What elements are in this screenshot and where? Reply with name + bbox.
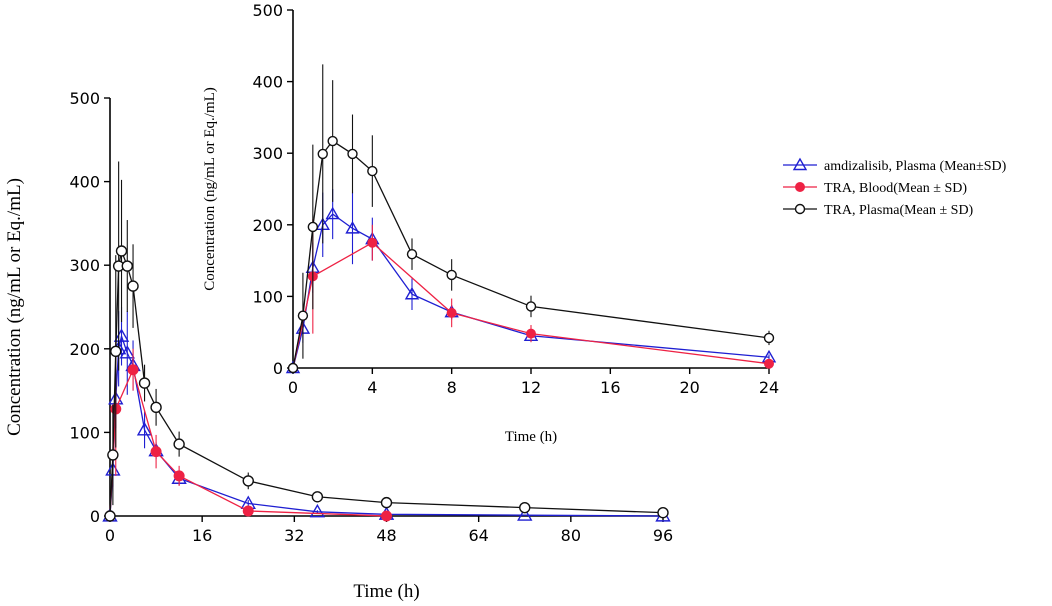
legend-label-2: TRA, Plasma(Mean ± SD) [824, 203, 974, 218]
inset-point-1-4 [526, 328, 536, 339]
main-point-0-7 [136, 421, 153, 436]
inset-y-tick-label-1: 100 [252, 287, 283, 306]
main-point-1-4 [173, 470, 185, 482]
main-x-tick-label-2: 32 [284, 526, 304, 545]
main-point-2-0 [104, 510, 116, 522]
inset-point-2-8 [446, 269, 457, 281]
main-point-2-11 [311, 491, 324, 503]
main-point-1-3 [150, 446, 162, 458]
inset-point-2-9 [525, 301, 537, 312]
legend-marker-1 [795, 182, 805, 192]
main-x-tick-label-1: 16 [192, 526, 212, 545]
main-point-0-13 [517, 507, 533, 521]
main-series-tra-plasma-mean-sd [104, 161, 669, 522]
main-x-axis-label: Time (h) [353, 581, 419, 602]
inset-series-amdizalisib-plasma-mean-sd [285, 189, 777, 374]
main-point-2-4 [115, 245, 128, 257]
inset-y-tick-label-5: 500 [252, 1, 283, 20]
main-series-tra-blood-mean-sd [104, 342, 392, 522]
inset-x-axis-label: Time (h) [505, 429, 557, 445]
inset-point-2-1 [297, 310, 309, 321]
main-x-tick-label-6: 96 [653, 526, 673, 545]
main-y-axis-label: Concentration (ng/mL or Eq./mL) [4, 178, 25, 436]
inset-point-1-3 [446, 307, 457, 318]
inset-point-2-0 [287, 362, 299, 374]
main-point-1-2 [127, 364, 139, 376]
inset-point-2-3 [317, 148, 328, 160]
inset-x-tick-label-1: 4 [367, 378, 377, 397]
inset-x-tick-label-5: 20 [679, 378, 699, 397]
legend-label-0: amdizalisib, Plasma (Mean±SD) [824, 159, 1007, 174]
main-x-tick-label-0: 0 [105, 526, 115, 545]
main-y-tick-label-3: 300 [69, 256, 100, 275]
inset-series-line-1 [292, 241, 770, 369]
main-point-2-5 [121, 260, 133, 272]
main-y-tick-label-1: 100 [69, 423, 100, 442]
inset-point-1-5 [764, 358, 774, 369]
inset-point-2-10 [763, 332, 775, 344]
main-point-1-5 [242, 505, 254, 517]
inset-x-tick-label-0: 0 [288, 378, 298, 397]
inset-point-2-2 [307, 221, 319, 233]
main-x-tick-label-5: 80 [561, 526, 581, 545]
main-point-2-14 [657, 506, 669, 519]
inset-point-2-4 [327, 135, 338, 147]
main-series-amdizalisib-plasma-mean-sd [102, 307, 671, 522]
main-y-tick-label-5: 500 [69, 89, 100, 108]
inset-point-2-5 [347, 148, 358, 160]
main-x-tick-label-4: 64 [468, 526, 488, 545]
inset-y-tick-label-3: 300 [252, 144, 283, 163]
inset-point-1-2 [367, 237, 378, 248]
main-point-1-6 [381, 510, 392, 522]
main-y-tick-label-4: 400 [69, 173, 100, 192]
inset-point-2-6 [367, 165, 378, 177]
main-y-tick-label-2: 200 [69, 340, 100, 359]
inset-y-axis-label: Concentration (ng/mL or Eq./mL) [202, 87, 218, 291]
inset-y-tick-label-0: 0 [273, 359, 283, 378]
inset-x-tick-label-4: 16 [600, 378, 620, 397]
inset-x-tick-label-2: 8 [447, 378, 457, 397]
legend-entry-amdizalisib-plasma-mean-sd: amdizalisib, Plasma (Mean±SD) [783, 157, 1007, 174]
legend-marker-0 [792, 157, 808, 171]
main-series-line-2 [109, 248, 664, 517]
main-point-2-13 [519, 501, 531, 514]
main-point-2-1 [107, 449, 119, 461]
main-point-2-8 [150, 401, 162, 414]
main-point-2-7 [138, 377, 151, 389]
inset-point-0-4 [325, 206, 340, 220]
inset-point-2-7 [406, 248, 418, 260]
legend-entry-tra-plasma-mean-sd: TRA, Plasma(Mean ± SD) [783, 203, 974, 218]
main-x-tick-label-3: 48 [376, 526, 396, 545]
main-point-2-6 [127, 280, 139, 292]
inset-series-line-0 [292, 213, 770, 369]
main-point-2-10 [242, 475, 254, 487]
inset-x-tick-label-6: 24 [759, 378, 779, 397]
main-y-tick-label-0: 0 [90, 507, 100, 526]
legend-entry-tra-blood-mean-sd: TRA, Blood(Mean ± SD) [783, 181, 967, 196]
inset-y-tick-label-2: 200 [252, 216, 283, 235]
inset-series-tra-plasma-mean-sd [287, 64, 775, 374]
main-point-2-2 [110, 345, 122, 358]
main-point-2-12 [380, 496, 393, 509]
legend-marker-2 [794, 203, 806, 215]
main-series-line-0 [109, 333, 664, 517]
legend-label-1: TRA, Blood(Mean ± SD) [824, 181, 967, 196]
inset-y-tick-label-4: 400 [252, 73, 283, 92]
main-point-0-11 [309, 503, 326, 518]
legend: amdizalisib, Plasma (Mean±SD) TRA, Blood(… [783, 157, 1007, 218]
inset-point-0-7 [404, 286, 420, 300]
main-point-0-5 [119, 345, 135, 359]
main-point-2-9 [173, 438, 185, 450]
inset-plot: 0 100 200 300 400 500 0 4 8 12 16 20 24 Time (h) Conce… [202, 1, 779, 445]
inset-point-0-5 [345, 220, 360, 234]
inset-x-tick-label-3: 12 [521, 378, 541, 397]
